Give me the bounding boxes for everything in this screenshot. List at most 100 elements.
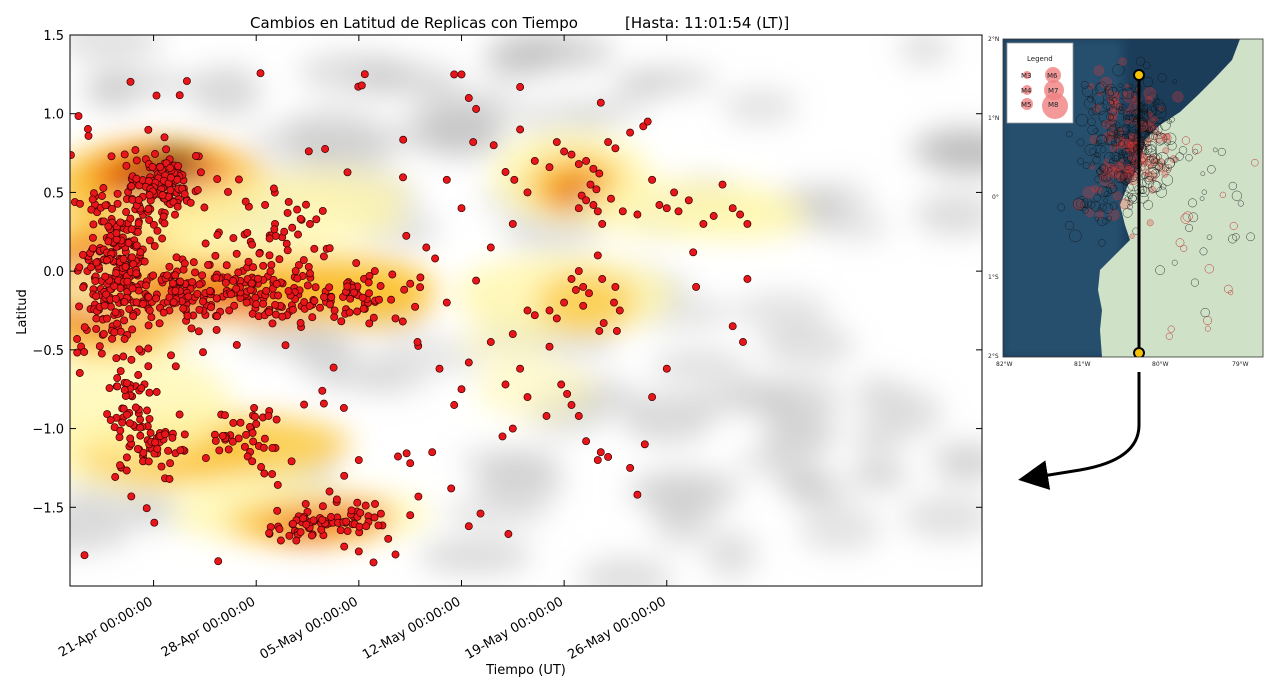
data-point bbox=[195, 280, 204, 289]
data-point bbox=[122, 466, 131, 475]
legend-m5: M5 bbox=[1021, 101, 1032, 109]
map-event bbox=[1088, 108, 1096, 116]
data-point bbox=[728, 322, 737, 331]
data-point bbox=[191, 152, 200, 160]
data-point bbox=[388, 270, 397, 279]
map-event bbox=[1141, 172, 1149, 180]
data-point bbox=[560, 147, 569, 156]
map-event bbox=[1219, 191, 1227, 199]
map-event bbox=[1098, 163, 1106, 171]
map-event bbox=[1123, 114, 1130, 122]
data-point bbox=[107, 152, 116, 161]
data-point bbox=[143, 406, 151, 415]
data-point bbox=[391, 314, 400, 323]
data-point bbox=[232, 340, 241, 349]
data-point bbox=[369, 313, 378, 322]
data-point bbox=[589, 201, 598, 209]
map-event bbox=[1147, 92, 1159, 104]
data-point bbox=[157, 462, 166, 471]
data-point bbox=[132, 174, 141, 183]
map-event bbox=[1155, 265, 1165, 276]
map-event bbox=[1077, 157, 1085, 165]
data-point bbox=[327, 293, 336, 302]
map-event bbox=[1094, 102, 1107, 115]
map-event bbox=[1107, 167, 1113, 173]
data-point bbox=[132, 241, 141, 250]
data-point bbox=[269, 184, 278, 193]
map-frame bbox=[1002, 38, 1264, 358]
data-point bbox=[132, 156, 141, 165]
map-event bbox=[1161, 174, 1174, 186]
y-tick-label: −1.5 bbox=[32, 501, 64, 516]
data-point bbox=[339, 403, 348, 412]
heat-blob bbox=[315, 357, 395, 394]
data-point bbox=[236, 418, 245, 427]
map-event bbox=[1098, 239, 1106, 247]
data-point bbox=[116, 367, 125, 376]
data-point bbox=[276, 536, 285, 545]
data-point bbox=[97, 349, 106, 358]
data-point bbox=[325, 244, 334, 253]
data-point bbox=[145, 414, 154, 423]
map-event bbox=[1140, 104, 1148, 112]
data-point bbox=[306, 269, 314, 278]
data-point bbox=[119, 255, 128, 263]
heat-blob bbox=[460, 316, 551, 367]
map-event bbox=[1085, 208, 1094, 218]
map-event bbox=[1090, 201, 1102, 212]
map-event bbox=[1090, 161, 1095, 167]
data-point bbox=[165, 262, 174, 271]
data-point bbox=[589, 164, 598, 173]
heat-blob bbox=[737, 448, 799, 475]
map-event bbox=[1081, 197, 1092, 208]
data-point bbox=[287, 457, 296, 466]
data-point bbox=[103, 314, 111, 323]
data-point bbox=[510, 175, 519, 184]
data-point bbox=[552, 314, 561, 323]
data-point bbox=[255, 249, 264, 258]
map-event bbox=[1142, 137, 1152, 147]
data-point bbox=[501, 380, 510, 389]
map-event bbox=[1118, 83, 1123, 88]
data-point bbox=[640, 440, 649, 449]
data-point bbox=[464, 522, 473, 531]
map-event bbox=[1142, 61, 1151, 70]
data-point bbox=[272, 280, 281, 288]
map-event bbox=[1119, 103, 1127, 112]
data-point bbox=[187, 324, 196, 333]
data-point bbox=[545, 163, 554, 172]
data-point bbox=[159, 308, 168, 317]
data-point bbox=[261, 200, 270, 209]
map-event bbox=[1167, 325, 1175, 333]
map-event bbox=[1163, 138, 1171, 146]
chart-title: Cambios en Latitud de Replicas con Tiemp… bbox=[250, 14, 578, 32]
data-point bbox=[281, 341, 290, 350]
map-event bbox=[1154, 97, 1160, 104]
map-event bbox=[1102, 203, 1114, 214]
data-point bbox=[79, 250, 87, 259]
map-event bbox=[1097, 216, 1107, 226]
data-point bbox=[469, 138, 478, 147]
data-point bbox=[267, 260, 276, 269]
data-point bbox=[457, 70, 466, 79]
data-point bbox=[304, 262, 313, 271]
data-point bbox=[134, 371, 143, 379]
data-point bbox=[112, 319, 121, 328]
data-point bbox=[648, 175, 657, 184]
data-point bbox=[118, 418, 127, 427]
map-event bbox=[1146, 126, 1153, 133]
data-point bbox=[264, 308, 273, 317]
data-point bbox=[457, 204, 466, 213]
data-point bbox=[476, 509, 485, 518]
map-event bbox=[1157, 73, 1167, 83]
map-event bbox=[1116, 130, 1126, 140]
data-point bbox=[167, 351, 175, 360]
map-event bbox=[1089, 148, 1096, 155]
data-point bbox=[303, 281, 312, 290]
data-point bbox=[222, 261, 231, 270]
data-point bbox=[611, 144, 620, 153]
data-point bbox=[73, 335, 82, 343]
data-point bbox=[422, 243, 431, 252]
heat-blob bbox=[725, 375, 843, 408]
map-event bbox=[1199, 196, 1205, 201]
